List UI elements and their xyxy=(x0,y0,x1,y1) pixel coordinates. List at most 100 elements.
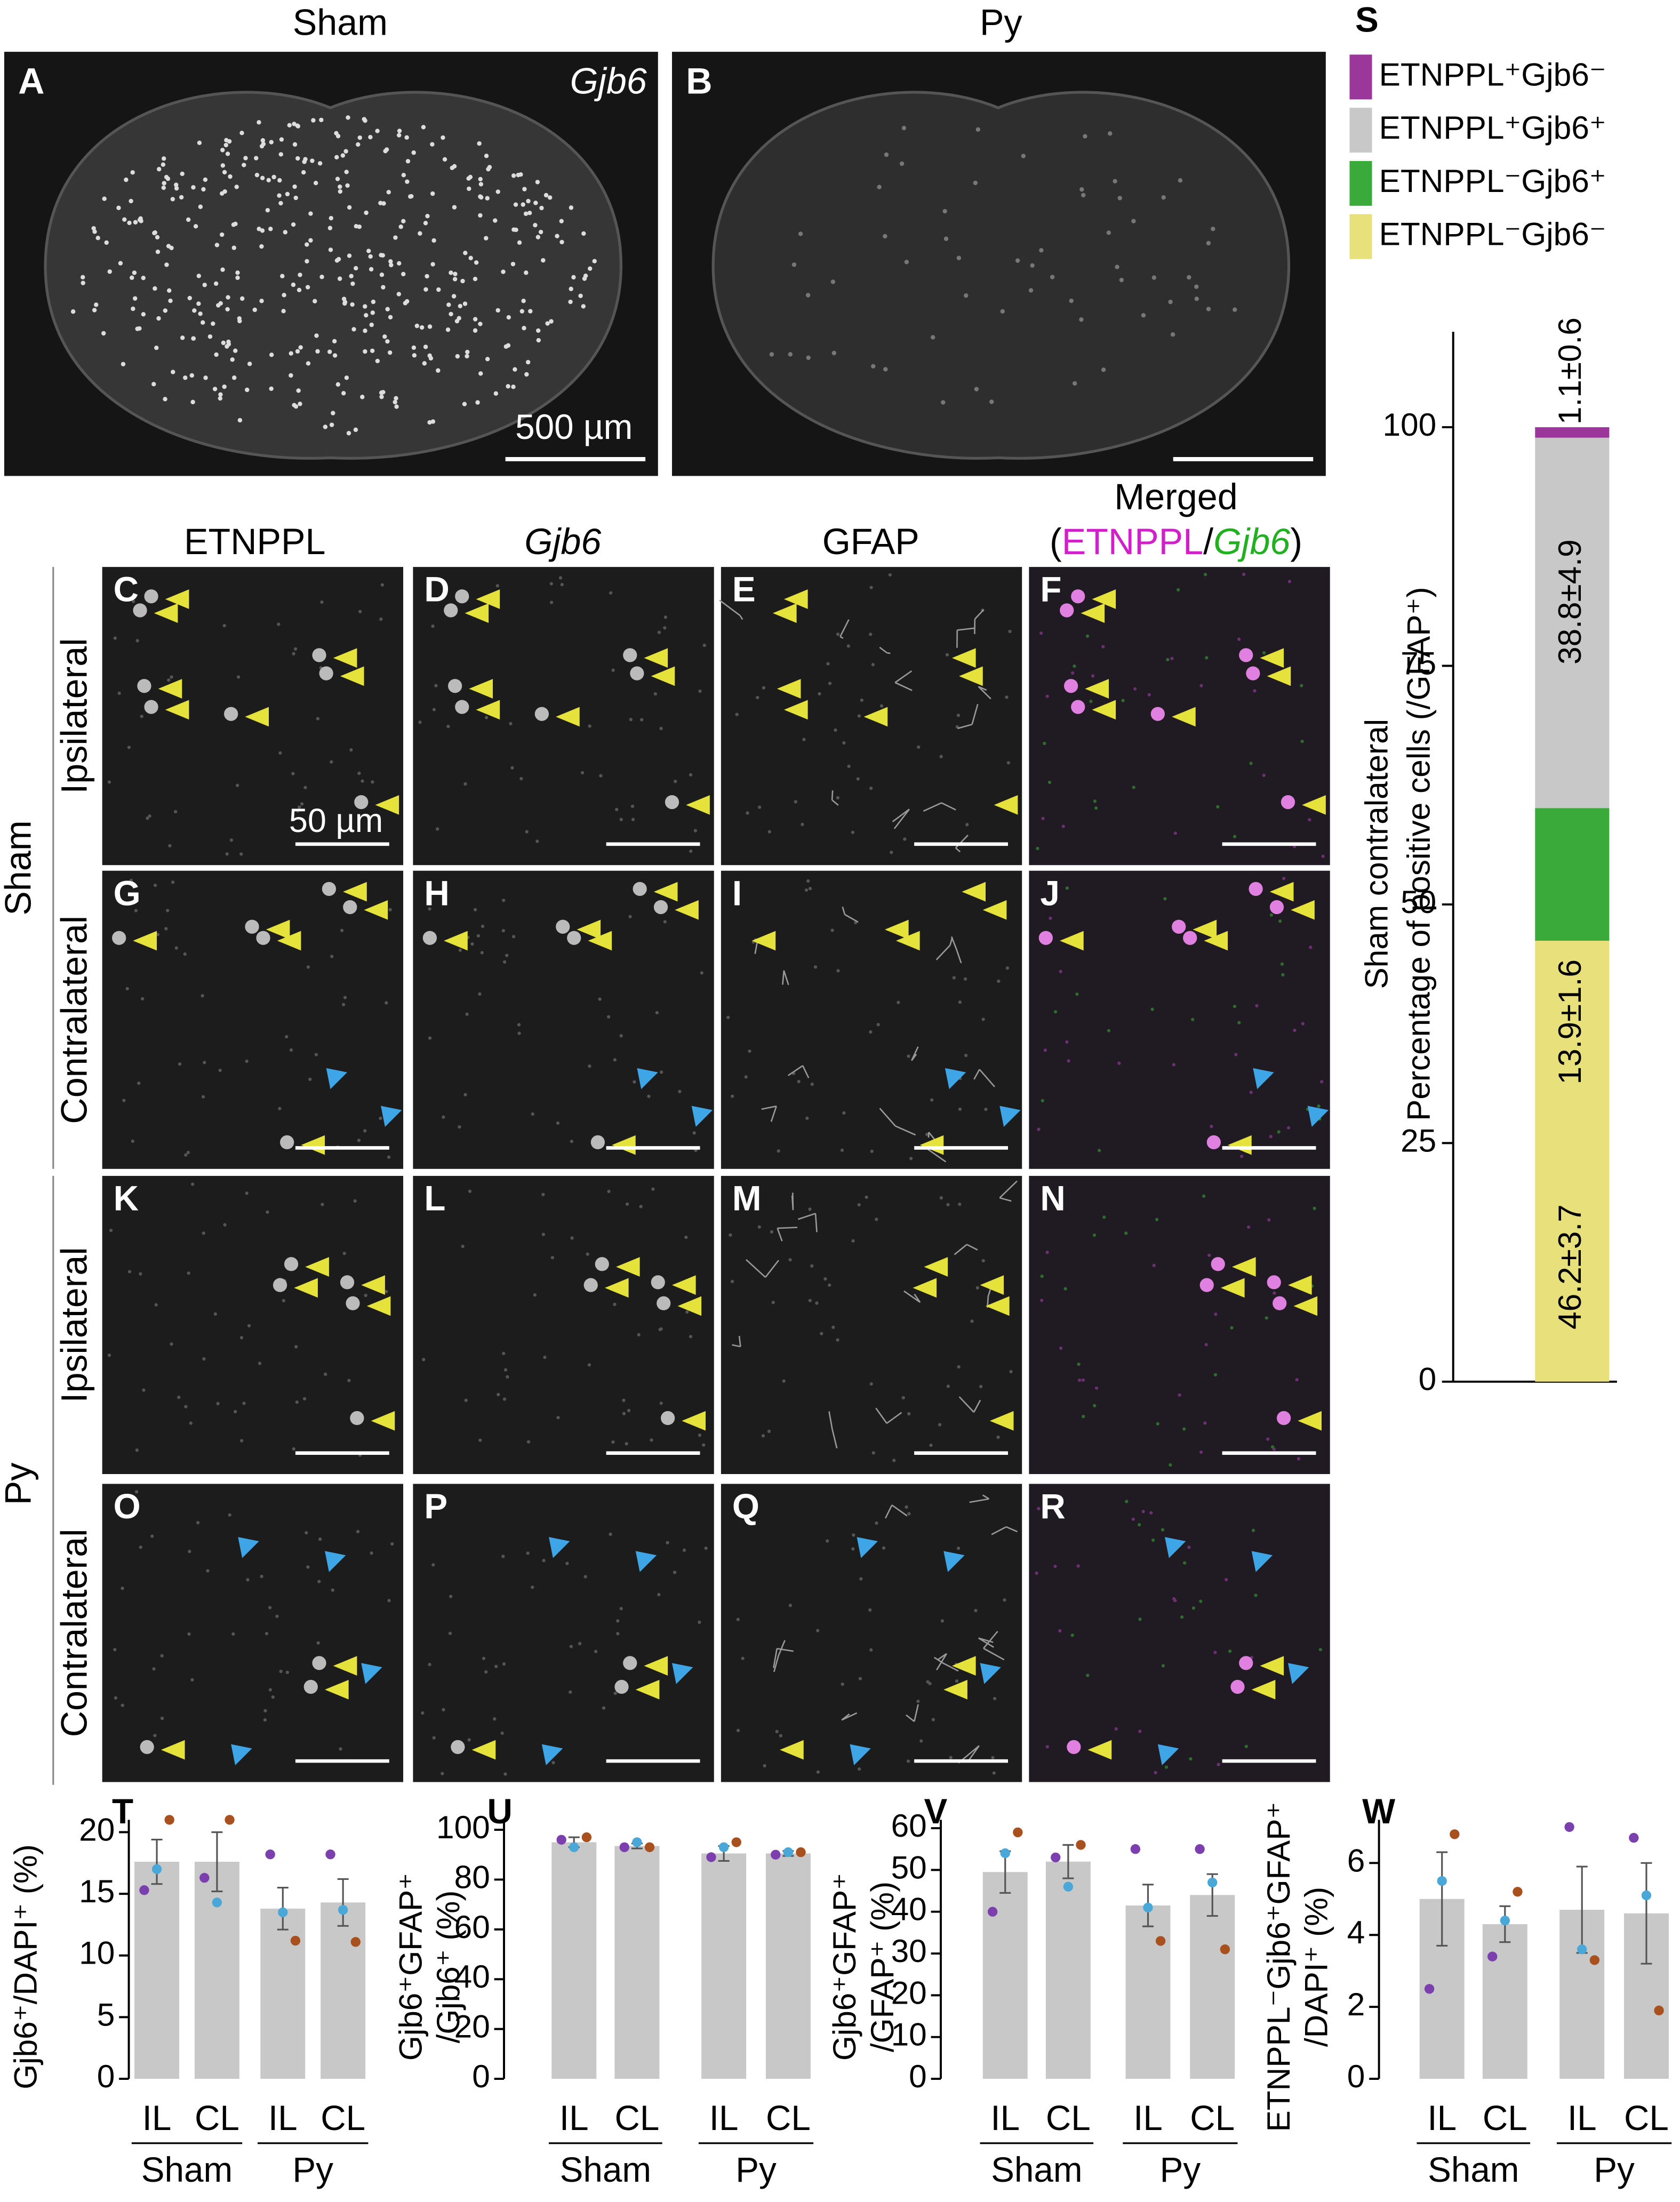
speckle xyxy=(1058,1629,1062,1633)
speckle xyxy=(316,717,320,720)
panel-letter: T xyxy=(112,1792,133,1831)
legend-swatch xyxy=(1349,54,1372,100)
arrowhead xyxy=(245,707,269,727)
speckle xyxy=(1107,1029,1111,1032)
speckle xyxy=(526,1551,530,1555)
cell xyxy=(168,298,173,303)
speckle xyxy=(484,716,489,719)
speckle xyxy=(446,724,450,728)
cell xyxy=(277,178,282,183)
speckle xyxy=(1318,1647,1323,1652)
cell xyxy=(549,319,554,324)
cell xyxy=(1030,263,1035,268)
process xyxy=(879,1108,916,1136)
process xyxy=(773,1647,794,1668)
speckle xyxy=(929,1443,933,1447)
process xyxy=(884,1504,908,1519)
speckle xyxy=(342,1252,346,1255)
cell xyxy=(335,177,340,181)
speckle xyxy=(170,1342,173,1346)
arrowhead xyxy=(301,1135,325,1155)
arrowhead xyxy=(884,919,909,940)
y-axis-label: Gjb6⁺GFAP⁺ xyxy=(392,1873,428,2061)
speckle xyxy=(1230,1326,1234,1330)
cell xyxy=(284,1257,299,1271)
arrowhead xyxy=(158,679,182,699)
process xyxy=(791,1192,794,1211)
arrowhead xyxy=(361,1663,382,1684)
cell xyxy=(404,135,409,140)
speckle xyxy=(770,1230,774,1234)
speckle xyxy=(761,1434,765,1438)
cell xyxy=(319,666,333,680)
speckle xyxy=(865,1195,868,1199)
cell xyxy=(332,339,337,344)
speckle xyxy=(598,997,602,1001)
speckle xyxy=(263,1709,267,1712)
cell xyxy=(296,388,301,393)
speckle xyxy=(302,1397,307,1400)
speckle xyxy=(463,1093,467,1096)
data-point xyxy=(1513,1887,1523,1897)
speckle xyxy=(748,1049,751,1053)
cell xyxy=(334,155,339,160)
speckle xyxy=(117,691,121,695)
y-tick-label: 25 xyxy=(1401,1122,1436,1158)
speckle xyxy=(1091,674,1095,678)
arrowhead xyxy=(1251,1551,1273,1572)
speckle xyxy=(906,1759,910,1763)
speckle xyxy=(729,1233,732,1237)
cell xyxy=(317,161,323,166)
column-header: GFAP xyxy=(822,522,919,562)
speckle xyxy=(1133,687,1137,691)
cell xyxy=(883,234,887,239)
speckle xyxy=(114,1696,118,1700)
speckle xyxy=(975,1286,979,1290)
cell xyxy=(379,253,383,258)
speckle xyxy=(556,1416,560,1420)
cell xyxy=(287,123,292,128)
cell xyxy=(904,260,909,265)
cell xyxy=(493,218,498,223)
speckle xyxy=(583,1575,587,1579)
speckle xyxy=(673,1571,677,1574)
cell xyxy=(102,196,107,201)
speckle xyxy=(851,1239,855,1243)
x-tick-label: CL xyxy=(1483,2099,1527,2137)
cell xyxy=(478,371,483,376)
speckle xyxy=(139,1272,142,1276)
speckle xyxy=(869,1382,873,1386)
speckle xyxy=(331,1588,334,1592)
x-tick-label: IL xyxy=(268,2099,298,2137)
cell xyxy=(467,186,471,191)
arrowhead xyxy=(161,1740,185,1760)
speckle xyxy=(851,830,855,834)
speckle xyxy=(356,1530,360,1534)
cell xyxy=(1230,1679,1245,1694)
cell xyxy=(277,193,282,198)
group-label: Py xyxy=(0,1463,38,1506)
cell xyxy=(401,271,406,277)
cell xyxy=(614,1679,629,1694)
arrowhead xyxy=(675,900,699,920)
micrograph xyxy=(1029,870,1330,1169)
arrowhead xyxy=(1260,648,1284,668)
cell xyxy=(409,194,414,199)
cell xyxy=(1000,309,1005,314)
cell xyxy=(212,387,218,391)
speckle xyxy=(142,1388,146,1392)
speckle xyxy=(569,1690,572,1694)
cell xyxy=(1071,700,1085,714)
speckle xyxy=(1269,913,1273,917)
cell xyxy=(269,386,274,391)
micrograph xyxy=(413,1484,714,1782)
process xyxy=(969,1494,990,1503)
speckle xyxy=(788,1604,792,1607)
arrowhead xyxy=(231,1744,252,1766)
value-label: 13.9±1.6 xyxy=(1551,959,1588,1085)
data-point xyxy=(1000,1848,1010,1859)
cell xyxy=(1211,227,1215,231)
cell xyxy=(256,931,270,945)
speckle xyxy=(888,573,892,577)
speckle xyxy=(831,1325,835,1329)
